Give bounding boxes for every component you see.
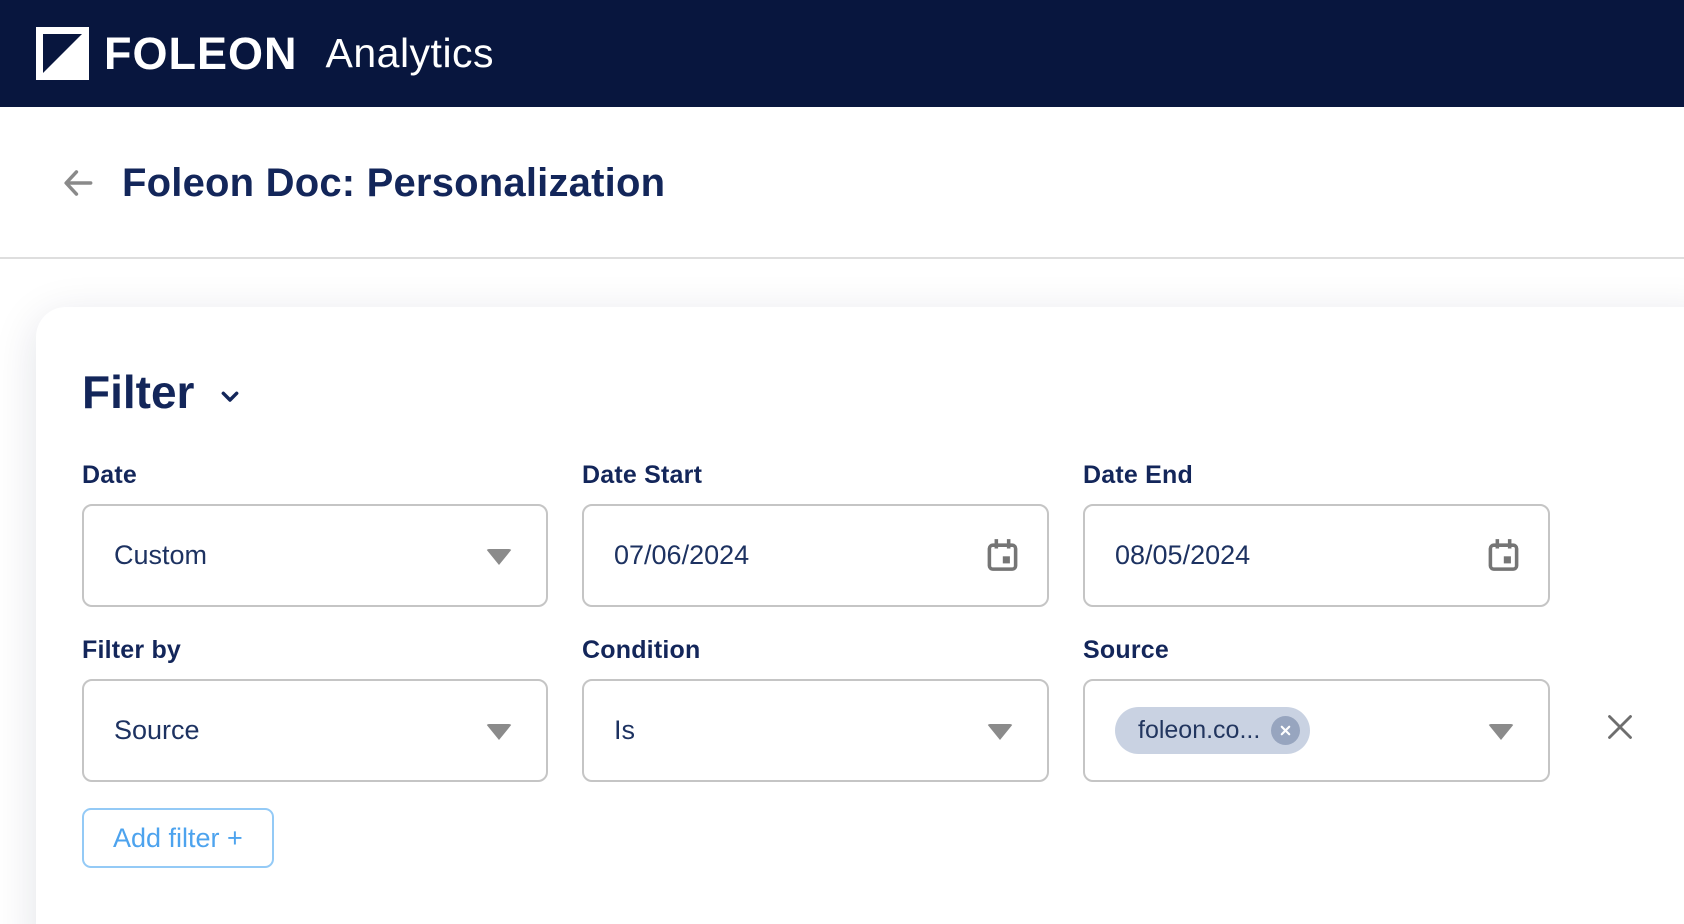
condition-select[interactable]: Is — [582, 679, 1049, 782]
remove-filter-row — [1584, 636, 1684, 782]
condition-value: Is — [614, 715, 636, 745]
caret-down-icon — [1488, 723, 1514, 740]
row1-spacer — [1584, 461, 1684, 607]
date-start-input[interactable]: 07/06/2024 — [582, 504, 1049, 607]
source-field: Source foleon.co... — [1083, 636, 1550, 782]
filter-by-value: Source — [114, 715, 200, 745]
date-end-field: Date End 08/05/2024 — [1083, 461, 1550, 607]
header-divider — [0, 257, 1684, 259]
filter-fields: Date Custom Date Start 07/06/2024 — [82, 461, 1684, 782]
source-tag: foleon.co... — [1115, 707, 1311, 754]
source-multiselect[interactable]: foleon.co... — [1083, 679, 1550, 782]
caret-down-icon — [486, 723, 512, 740]
date-end-input[interactable]: 08/05/2024 — [1083, 504, 1550, 607]
back-button[interactable] — [58, 163, 98, 203]
brand-wordmark: FOLEON — [104, 27, 298, 79]
app-name: Analytics — [325, 30, 495, 76]
caret-down-icon — [486, 548, 512, 565]
date-select[interactable]: Custom — [82, 504, 548, 607]
filter-header: Filter — [82, 365, 1684, 419]
condition-label: Condition — [582, 636, 701, 664]
filter-by-select[interactable]: Source — [82, 679, 548, 782]
caret-down-icon — [987, 723, 1013, 740]
page-title: Foleon Doc: Personalization — [122, 160, 666, 205]
calendar-icon[interactable] — [984, 537, 1021, 574]
condition-field: Condition Is — [582, 636, 1049, 782]
foleon-logo-icon — [36, 27, 89, 80]
arrow-left-icon — [64, 170, 93, 196]
date-start-value: 07/06/2024 — [614, 540, 750, 570]
calendar-icon[interactable] — [1485, 537, 1522, 574]
date-field: Date Custom — [82, 461, 548, 607]
filter-card: Filter Date Custom Date Start 07/06/2024 — [36, 307, 1684, 924]
date-label: Date — [82, 461, 137, 489]
x-icon — [1281, 725, 1291, 736]
date-start-label: Date Start — [582, 461, 703, 489]
tag-remove-button[interactable] — [1271, 716, 1301, 745]
date-end-value: 08/05/2024 — [1115, 540, 1251, 570]
filter-by-field: Filter by Source — [82, 636, 548, 782]
chevron-down-icon[interactable] — [214, 380, 246, 412]
date-end-label: Date End — [1083, 461, 1193, 489]
add-filter-button[interactable]: Add filter + — [82, 808, 274, 868]
app-header: FOLEON Analytics — [0, 0, 1684, 107]
title-bar: Foleon Doc: Personalization — [0, 107, 1684, 259]
date-start-field: Date Start 07/06/2024 — [582, 461, 1049, 607]
filter-by-label: Filter by — [82, 636, 182, 664]
remove-filter-button[interactable] — [1602, 709, 1638, 745]
date-select-value: Custom — [114, 540, 208, 570]
filter-section-title: Filter — [82, 366, 195, 418]
source-tag-text: foleon.co... — [1138, 716, 1261, 744]
source-label: Source — [1083, 636, 1169, 664]
